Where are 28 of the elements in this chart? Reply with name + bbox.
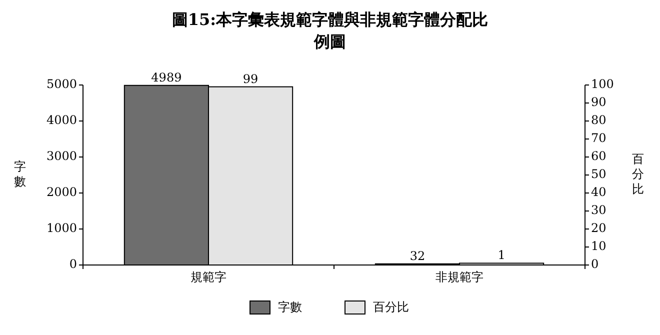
x-tick-label: 非規範字	[436, 270, 484, 284]
y2-tick-label: 80	[591, 113, 606, 128]
y-tick-label: 3000	[46, 149, 77, 164]
y-tick-label: 5000	[46, 77, 77, 92]
y2-tick-label: 30	[591, 203, 606, 218]
y2-tick-label: 0	[591, 257, 599, 272]
y2-tick-label: 50	[591, 167, 606, 182]
y-tick-label: 0	[69, 257, 77, 272]
y-tick-label: 2000	[46, 185, 77, 200]
y-tick-label: 4000	[46, 113, 77, 128]
legend-label: 百分比	[373, 300, 409, 314]
y2-tick-label: 100	[591, 77, 614, 92]
y2-axis-title: 百分比	[632, 152, 644, 196]
data-label: 99	[242, 72, 258, 86]
legend-label: 字數	[278, 300, 302, 314]
y2-tick-label: 70	[591, 131, 606, 146]
y2-tick-label: 20	[591, 221, 606, 236]
y2-tick-label: 60	[591, 149, 606, 164]
y-axis-title: 字數	[14, 160, 26, 189]
data-label: 32	[410, 248, 426, 263]
y-tick-label: 1000	[46, 221, 77, 236]
y2-tick-label: 90	[591, 95, 606, 110]
data-label: 4989	[151, 70, 182, 84]
x-tick-label: 規範字	[190, 270, 226, 284]
y2-tick-label: 10	[591, 239, 606, 254]
data-label: 1	[498, 248, 506, 262]
chart-title: 圖15:本字彙表規範字體與非規範字體分配比例圖	[172, 10, 488, 51]
y2-tick-label: 40	[591, 185, 606, 200]
